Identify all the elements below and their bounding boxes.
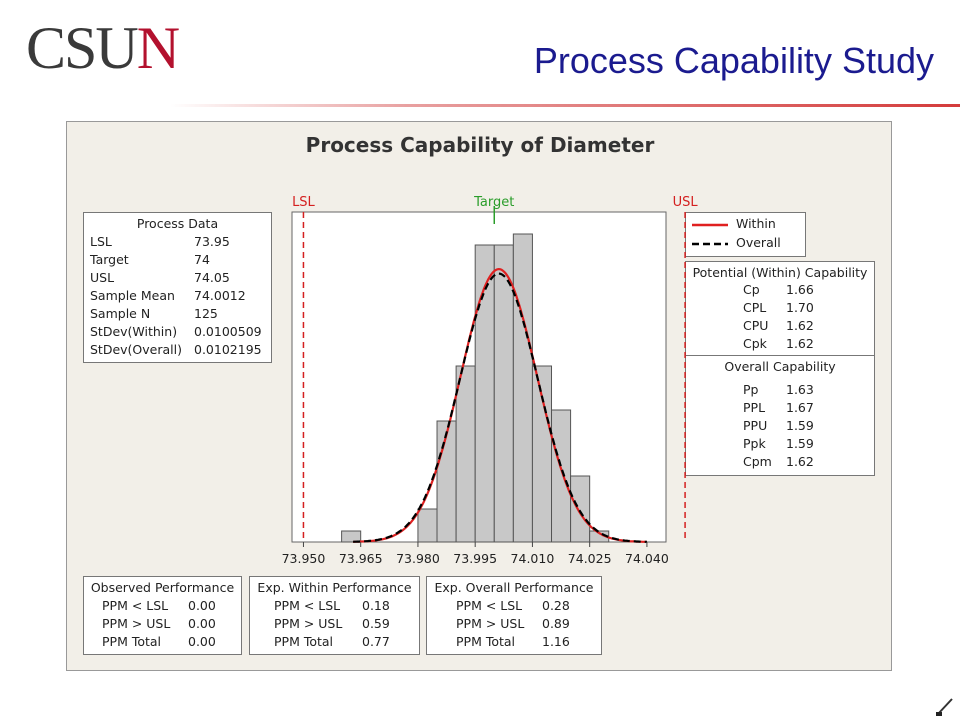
- potential-row-value: 1.70: [786, 300, 814, 315]
- exp-within-performance-header: Exp. Within Performance: [257, 580, 412, 595]
- potential-row-value: 1.66: [786, 282, 814, 297]
- process-data-row-value: 74: [194, 252, 210, 267]
- potential-row-label: Cpk: [743, 336, 767, 351]
- overall-row-value: 1.59: [786, 418, 814, 433]
- overall-row-label: PPU: [743, 418, 768, 433]
- observed-row-label: PPM < LSL: [102, 598, 169, 613]
- csun-logo: CSUN: [26, 15, 180, 81]
- process-data-row-value: 0.0102195: [194, 342, 262, 357]
- overall-capability-header: Overall Capability: [724, 359, 836, 374]
- title-rule: [170, 104, 960, 107]
- slide-title: Process Capability Study: [533, 40, 934, 81]
- exp-within-row-value: 0.18: [362, 598, 390, 613]
- potential-capability-box: Potential (Within) Capability Cp 1.66 CPL 1…: [685, 261, 875, 356]
- exp-within-row-label: PPM < LSL: [274, 598, 341, 613]
- observed-row-value: 0.00: [188, 616, 216, 631]
- chart-title: Process Capability of Diameter: [305, 133, 655, 157]
- observed-row-label: PPM > USL: [102, 616, 171, 631]
- overall-row-value: 1.67: [786, 400, 814, 415]
- potential-capability-header: Potential (Within) Capability: [692, 265, 868, 280]
- exp-overall-row-value: 0.28: [542, 598, 570, 613]
- overall-row-value: 1.62: [786, 454, 814, 469]
- process-data-header: Process Data: [136, 216, 219, 231]
- exp-overall-row-label: PPM Total: [456, 634, 516, 649]
- exp-within-row-value: 0.77: [362, 634, 390, 649]
- legend-within-label: Within: [736, 216, 776, 231]
- process-data-row-label: StDev(Overall): [90, 342, 182, 357]
- observed-row-value: 0.00: [188, 598, 216, 613]
- exp-overall-performance-box: Exp. Overall Performance PPM < LSL 0.28 PP…: [426, 576, 602, 655]
- process-data-row-label: Target: [90, 252, 129, 267]
- process-data-row-value: 73.95: [194, 234, 230, 249]
- exp-within-performance-box: Exp. Within Performance PPM < LSL 0.18 PPM…: [249, 576, 420, 655]
- overall-row-label: Pp: [743, 382, 759, 397]
- exp-overall-row-label: PPM > USL: [456, 616, 525, 631]
- exp-overall-row-label: PPM < LSL: [456, 598, 523, 613]
- process-data-box: Process Data LSL 73.95 Target 74 USL 74.05 Sam…: [83, 212, 272, 363]
- process-data-row-value: 74.0012: [194, 288, 246, 303]
- process-data-row-label: Sample N: [90, 306, 151, 321]
- overall-row-value: 1.59: [786, 436, 814, 451]
- process-data-row-value: 0.0100509: [194, 324, 262, 339]
- overall-row-value: 1.63: [786, 382, 814, 397]
- exp-within-row-label: PPM Total: [274, 634, 334, 649]
- potential-row-value: 1.62: [786, 336, 814, 351]
- process-data-row-value: 74.05: [194, 270, 230, 285]
- pen-icon: [936, 698, 953, 716]
- process-data-row-value: 125: [194, 306, 218, 321]
- overall-row-label: Ppk: [743, 436, 766, 451]
- observed-performance-header: Observed Performance: [90, 580, 235, 595]
- potential-row-value: 1.62: [786, 318, 814, 333]
- potential-row-label: Cp: [743, 282, 760, 297]
- process-data-row-label: USL: [90, 270, 115, 285]
- exp-within-row-value: 0.59: [362, 616, 390, 631]
- process-data-row-label: LSL: [90, 234, 112, 249]
- overall-row-label: Cpm: [743, 454, 772, 469]
- process-data-row-label: StDev(Within): [90, 324, 178, 339]
- potential-row-label: CPL: [743, 300, 767, 315]
- exp-within-row-label: PPM > USL: [274, 616, 343, 631]
- exp-overall-row-value: 0.89: [542, 616, 570, 631]
- overall-row-label: PPL: [743, 400, 766, 415]
- legend: Within Overall: [685, 212, 806, 257]
- legend-overall-label: Overall: [736, 235, 781, 250]
- observed-performance-box: Observed Performance PPM < LSL 0.00 PPM > …: [83, 576, 242, 655]
- process-data-row-label: Sample Mean: [90, 288, 175, 303]
- exp-overall-row-value: 1.16: [542, 634, 570, 649]
- observed-row-value: 0.00: [188, 634, 216, 649]
- overall-capability-box: Overall Capability Pp 1.63 PPL 1.67 PPU 1.59 P…: [685, 355, 875, 476]
- potential-row-label: CPU: [743, 318, 769, 333]
- exp-overall-performance-header: Exp. Overall Performance: [434, 580, 594, 595]
- observed-row-label: PPM Total: [102, 634, 162, 649]
